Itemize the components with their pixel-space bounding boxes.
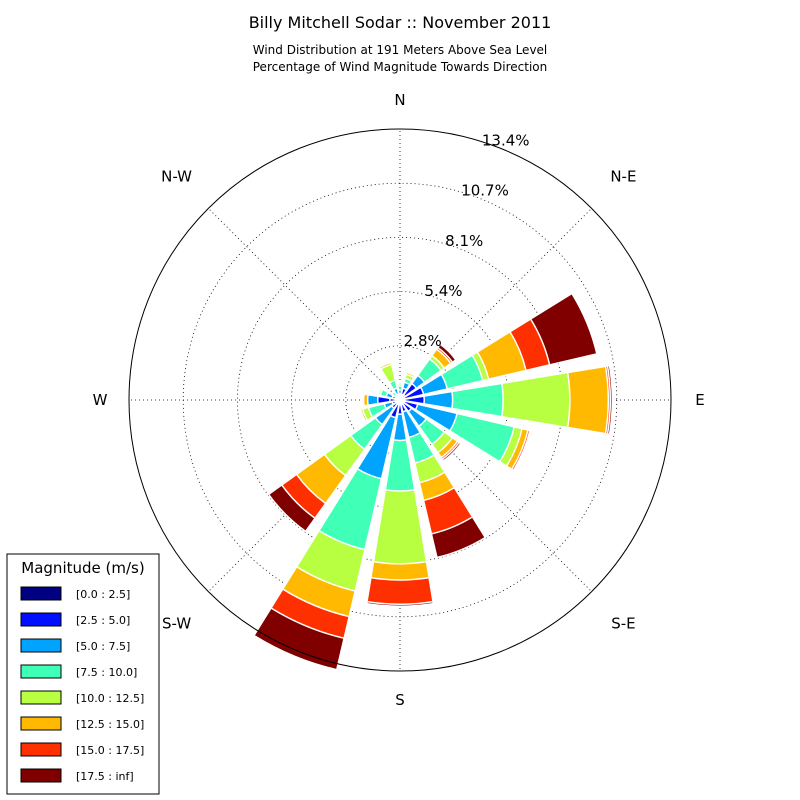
radial-tick-labels: 2.8% 5.4% 8.1% 10.7% 13.4% bbox=[404, 132, 530, 350]
legend-swatch bbox=[20, 690, 62, 705]
rose-bar-sector-67.5-bin-1 bbox=[399, 386, 425, 401]
radial-tick-label: 5.4% bbox=[424, 282, 462, 300]
radial-tick-label: 13.4% bbox=[482, 132, 530, 150]
rose-bar-sector-180-bin-2 bbox=[392, 399, 408, 442]
rose-bar-sector-135-bin-1 bbox=[399, 399, 413, 413]
legend-entry-label: [12.5 : 15.0] bbox=[76, 718, 144, 731]
compass-direction-labels: N N-E E S-E S S-W W N-W bbox=[93, 91, 705, 709]
radial-tick-label: 2.8% bbox=[404, 332, 442, 350]
legend-swatch bbox=[20, 716, 62, 731]
legend-entry-label: [17.5 : inf] bbox=[76, 770, 134, 783]
rose-bar-sector-157.5-bin-1 bbox=[399, 399, 408, 413]
legend-swatch bbox=[20, 638, 62, 653]
legend-entry-label: [7.5 : 10.0] bbox=[76, 666, 137, 679]
legend-entry-label: [2.5 : 5.0] bbox=[76, 614, 130, 627]
radial-tick-label: 10.7% bbox=[461, 182, 509, 200]
chart-subtitle-line-2: Percentage of Wind Magnitude Towards Dir… bbox=[253, 60, 547, 74]
grid-spoke-N-W bbox=[208, 208, 401, 401]
legend-entry-label: [5.0 : 7.5] bbox=[76, 640, 130, 653]
rose-bar-sector-202.5-bin-2 bbox=[356, 399, 401, 480]
compass-label-E: E bbox=[695, 391, 704, 409]
chart-title: Billy Mitchell Sodar :: November 2011 bbox=[249, 13, 552, 32]
rose-bar-sector-337.5-bin-0 bbox=[397, 397, 401, 401]
compass-label-S-W: S-W bbox=[162, 614, 191, 632]
legend-title: Magnitude (m/s) bbox=[21, 559, 144, 577]
rose-bar-sector-270-bin-1 bbox=[377, 395, 401, 405]
rose-bar-sector-90-bin-2 bbox=[399, 390, 454, 410]
compass-label-N: N bbox=[394, 91, 405, 109]
rose-bar-sector-180-bin-3 bbox=[384, 399, 416, 492]
legend-entry-label: [10.0 : 12.5] bbox=[76, 692, 144, 705]
wind-rose-bars bbox=[252, 292, 614, 671]
rose-bar-sector-90-bin-1 bbox=[399, 395, 426, 405]
compass-label-S-E: S-E bbox=[611, 614, 635, 632]
legend-entry-label: [0.0 : 2.5] bbox=[76, 588, 130, 601]
legend-swatch bbox=[20, 612, 62, 627]
rose-bar-sector-180-bin-1 bbox=[396, 399, 404, 415]
legend-entry-label: [15.0 : 17.5] bbox=[76, 744, 144, 757]
legend-swatch bbox=[20, 768, 62, 783]
magnitude-legend: Magnitude (m/s) [0.0 : 2.5] [2.5 : 5.0] [5… bbox=[6, 553, 160, 795]
radial-tick-label: 8.1% bbox=[445, 232, 483, 250]
compass-label-W: W bbox=[93, 391, 108, 409]
compass-label-N-W: N-W bbox=[161, 168, 192, 186]
legend-swatch bbox=[20, 742, 62, 757]
compass-label-S: S bbox=[395, 691, 405, 709]
chart-subtitle-line-1: Wind Distribution at 191 Meters Above Se… bbox=[253, 43, 548, 57]
legend-swatch bbox=[20, 664, 62, 679]
compass-label-N-E: N-E bbox=[610, 168, 636, 186]
polar-axis-outline bbox=[128, 128, 672, 672]
legend-swatch bbox=[20, 586, 62, 601]
